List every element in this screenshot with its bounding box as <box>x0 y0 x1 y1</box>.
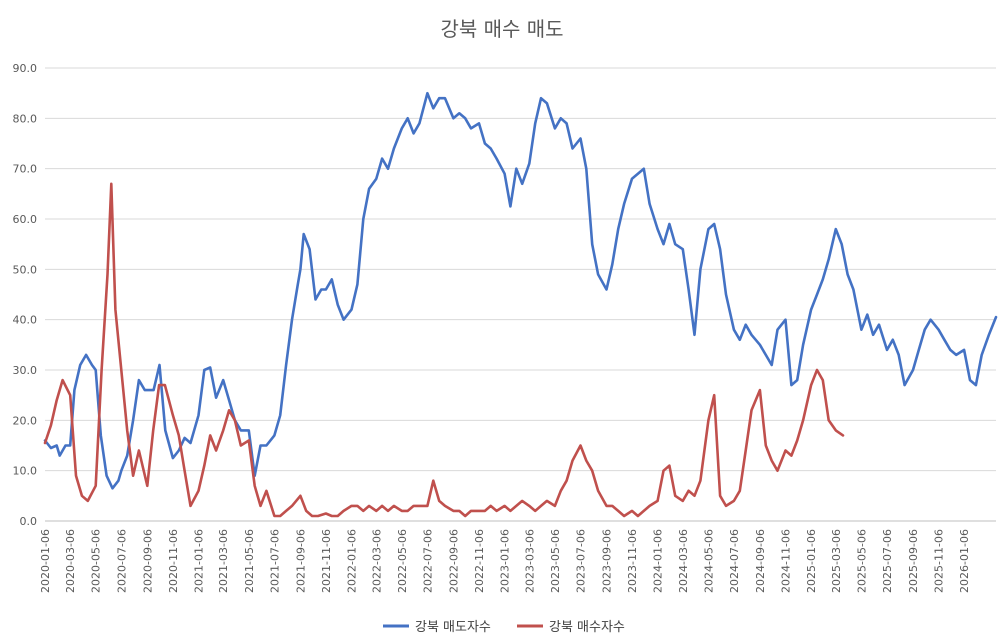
series-line-1 <box>43 182 845 518</box>
x-tick-label: 2023-01-06 <box>499 529 512 593</box>
y-tick-label: 30.0 <box>13 364 38 377</box>
x-tick-label: 2024-09-06 <box>754 529 767 593</box>
x-tick-label: 2020-01-06 <box>39 529 52 593</box>
x-tick-label: 2022-03-06 <box>370 529 383 593</box>
x-tick-label: 2024-01-06 <box>652 529 665 593</box>
x-tick-label: 2024-05-06 <box>702 529 715 593</box>
x-tick-label: 2022-07-06 <box>421 529 434 593</box>
x-tick-label: 2020-11-06 <box>167 529 180 593</box>
x-tick-label: 2025-07-06 <box>881 529 894 593</box>
x-tick-label: 2025-05-06 <box>855 529 868 593</box>
x-tick-label: 2023-05-06 <box>549 529 562 593</box>
y-tick-label: 0.0 <box>20 515 38 528</box>
x-tick-label: 2025-03-06 <box>830 529 843 593</box>
y-tick-label: 60.0 <box>13 213 38 226</box>
x-tick-label: 2023-09-06 <box>600 529 613 593</box>
legend: 강북 매도자수 강북 매수자수 <box>383 620 625 635</box>
x-tick-label: 2026-01-06 <box>958 529 971 593</box>
x-tick-label: 2020-03-06 <box>64 529 77 593</box>
legend-item: 강북 매도자수 <box>383 620 491 635</box>
x-tick-label: 2020-09-06 <box>141 529 154 593</box>
x-tick-label: 2021-11-06 <box>320 529 333 593</box>
y-tick-label: 50.0 <box>13 263 38 276</box>
y-tick-label: 70.0 <box>13 163 38 176</box>
x-tick-label: 2021-05-06 <box>243 529 256 593</box>
x-tick-label: 2024-07-06 <box>728 529 741 593</box>
x-tick-label: 2022-09-06 <box>447 529 460 593</box>
y-tick-label: 90.0 <box>13 62 38 75</box>
y-tick-label: 40.0 <box>13 314 38 327</box>
x-tick-label: 2021-09-06 <box>294 529 307 593</box>
x-tick-label: 2022-05-06 <box>396 529 409 593</box>
x-tick-label: 2020-05-06 <box>90 529 103 593</box>
x-tick-label: 2021-01-06 <box>192 529 205 593</box>
y-tick-label: 10.0 <box>13 465 38 478</box>
x-tick-label: 2023-11-06 <box>626 529 639 593</box>
y-tick-label: 80.0 <box>13 112 38 125</box>
legend-label: 강북 매도자수 <box>415 620 491 635</box>
x-tick-label: 2023-07-06 <box>574 529 587 593</box>
x-tick-label: 2021-07-06 <box>268 529 281 593</box>
x-tick-label: 2023-03-06 <box>523 529 536 593</box>
x-tick-label: 2024-03-06 <box>677 529 690 593</box>
x-tick-label: 2022-01-06 <box>346 529 359 593</box>
x-tick-label: 2025-09-06 <box>907 529 920 593</box>
x-tick-label: 2024-11-06 <box>780 529 793 593</box>
y-axis: 0.0 10.0 20.0 30.0 40.0 50.0 60.0 70.0 80.0 90.0 <box>13 62 38 528</box>
x-axis: 2020-01-06 2020-03-06 2020-05-06 2020-07-06… <box>39 520 996 593</box>
series-lines <box>43 91 998 518</box>
x-tick-label: 2020-07-06 <box>115 529 128 593</box>
series-line-0 <box>43 91 998 490</box>
x-tick-label: 2022-11-06 <box>473 529 486 593</box>
x-tick-label: 2025-01-06 <box>805 529 818 593</box>
x-tick-label: 2025-11-06 <box>933 529 946 593</box>
legend-label: 강북 매수자수 <box>549 620 625 635</box>
x-tick-label: 2021-03-06 <box>217 529 230 593</box>
legend-item: 강북 매수자수 <box>517 620 625 635</box>
y-tick-label: 20.0 <box>13 414 38 427</box>
chart-title: 강북 매수 매도 <box>440 17 563 41</box>
